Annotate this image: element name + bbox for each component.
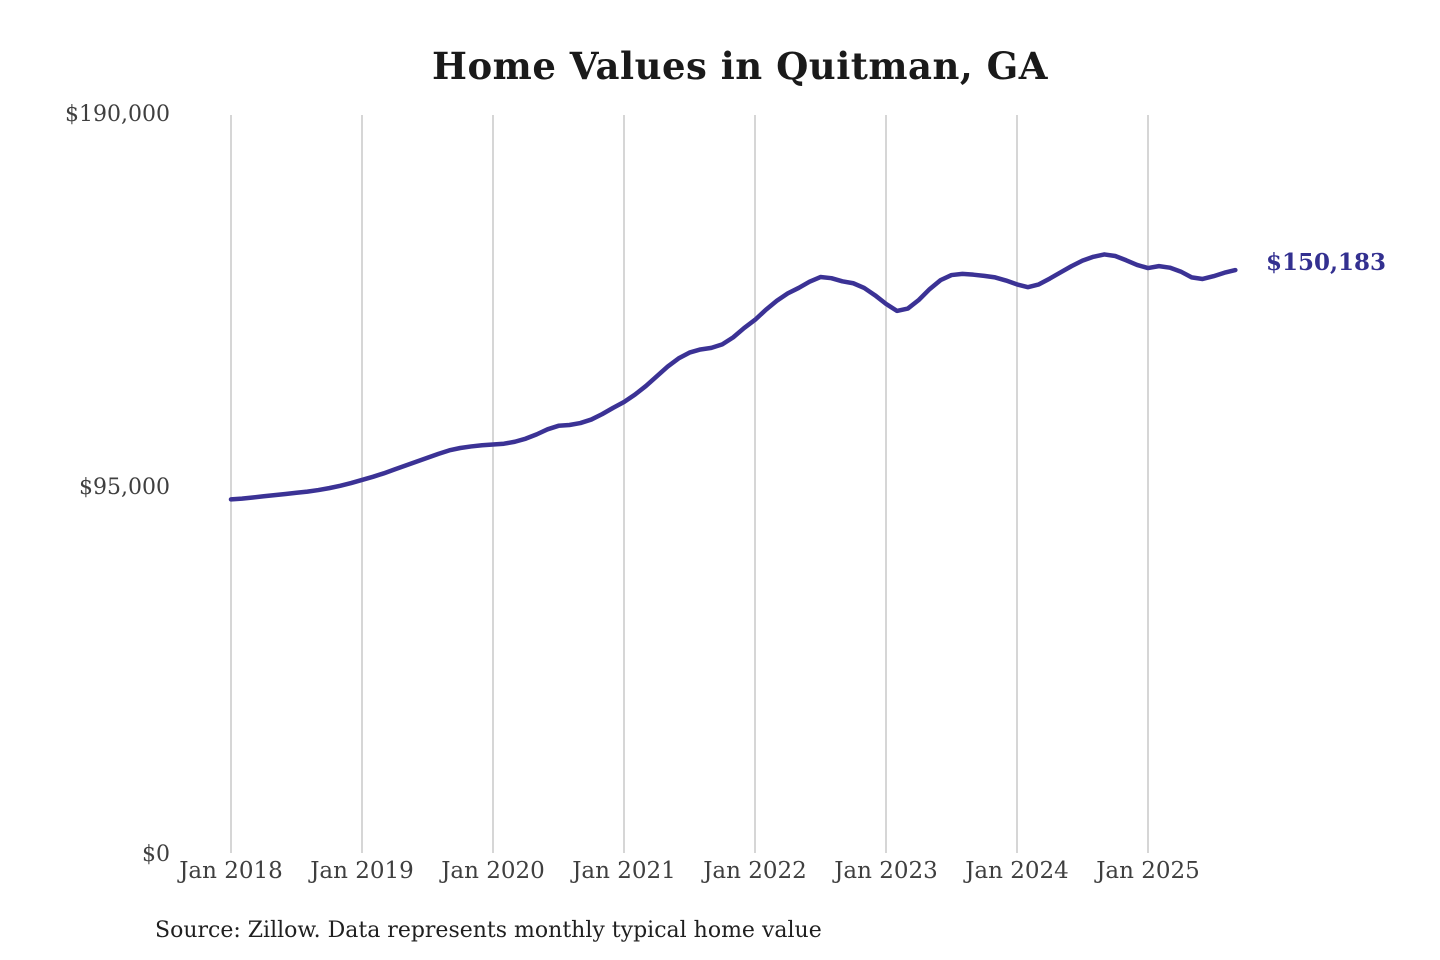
x-tick-label-2019: Jan 2019 [310, 858, 414, 884]
x-tick-label-2021: Jan 2021 [572, 858, 676, 884]
y-tick-label-190000: $190,000 [65, 102, 170, 127]
last-value-label: $150,183 [1266, 249, 1387, 276]
x-tick-label-2020: Jan 2020 [441, 858, 545, 884]
chart-title: Home Values in Quitman, GA [432, 44, 1048, 88]
x-tick-label-2023: Jan 2023 [834, 858, 938, 884]
x-tick-label-2022: Jan 2022 [703, 858, 807, 884]
y-tick-label-95000: $95,000 [79, 475, 170, 500]
source-note: Source: Zillow. Data represents monthly … [155, 918, 822, 943]
x-tick-label-2018: Jan 2018 [179, 858, 283, 884]
home-value-line [228, 252, 1238, 502]
x-tick-label-2025: Jan 2025 [1096, 858, 1200, 884]
x-tick-label-2024: Jan 2024 [965, 858, 1069, 884]
y-tick-label-0: $0 [142, 842, 170, 867]
